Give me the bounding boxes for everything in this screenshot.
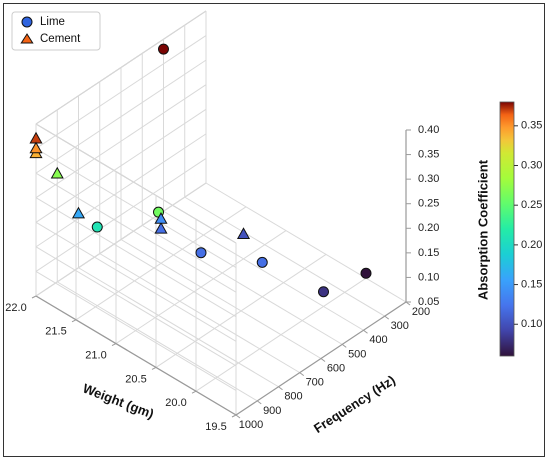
z-tick-label: 0.20 [418,222,439,234]
gridline-x [56,281,258,402]
y-tick-mark [111,343,117,347]
x-tick-mark [384,315,390,320]
colorbar-tick-label: 0.30 [521,159,542,171]
gridline-x [163,210,364,331]
colorbar-tick-label: 0.25 [521,199,542,211]
y-tick-label: 20.5 [125,373,146,385]
x-tick-label: 900 [263,405,281,417]
gridline-z [35,221,237,342]
data-point-lime [318,286,329,298]
gridline-x [99,253,301,374]
legend-label-cement: Cement [40,33,81,45]
x-tick-label: 600 [327,362,345,374]
legend-box [11,11,101,51]
y-tick-mark [191,390,197,394]
x-tick-mark [320,358,326,362]
gridline-x [78,267,279,388]
gridline-z [35,10,207,125]
gridline-z [35,123,237,244]
z-tick-label: 0.05 [418,296,439,308]
gridline-y [195,277,367,392]
gridline-z [35,59,207,174]
colorbar-tick-label: 0.35 [521,120,542,132]
x-tick-label: 300 [391,320,409,332]
gridline-z [35,84,207,199]
x-tick-mark [363,329,368,334]
y-tick-label: 20.0 [165,397,186,409]
x-tick-label: 500 [348,348,366,360]
gridline-z [35,133,207,248]
y-tick-mark [71,319,77,323]
data-point-cement [236,227,251,239]
legend-label-lime: Lime [40,16,65,28]
gridline-x [184,196,386,317]
gridline-x [205,182,407,303]
colorbar-tick-label: 0.10 [521,318,542,330]
data-point-lime [158,43,169,55]
x-tick-label: 200 [412,306,430,318]
gridline-z [35,246,237,367]
gridline-z [35,270,237,391]
z-tick-label: 0.40 [418,124,439,136]
y-tick-label: 21.0 [85,350,106,362]
data-point-cement [71,206,86,219]
data-point-cement [29,141,43,154]
x-axis-title: Frequency (Hz) [311,372,398,436]
x-tick-mark [278,386,283,391]
data-point-cement [50,166,64,179]
y-tick-label: 19.5 [205,421,226,433]
colorbar-tick-label: 0.20 [521,239,542,251]
z-tick-label: 0.35 [418,148,439,160]
y-tick-mark [231,414,237,418]
gridline-z [35,197,237,318]
x-tick-mark [235,414,241,419]
x-tick-label: 1000 [239,419,263,431]
colorbar-label: Absorption Coefficient [475,159,490,300]
y-tick-mark [151,366,157,370]
y-axis-title: Weight (gm) [81,381,156,422]
gridline-z [35,182,207,297]
data-point-lime [91,221,103,233]
x-tick-mark [256,400,262,405]
gridline-z [35,158,207,272]
data-point-cement [154,212,168,224]
y-tick-label: 21.5 [45,326,66,338]
data-point-cement [29,131,43,144]
legend-marker-cement [20,33,34,44]
gridline-y [155,253,327,368]
data-point-cement [154,221,168,234]
z-tick-label: 0.15 [418,247,439,259]
gridline-y [75,206,247,321]
y-tick-mark [31,295,37,299]
gridline-y [115,230,287,345]
z-tick-label: 0.10 [418,271,439,283]
data-point-lime [360,267,372,279]
y-axis-line [35,295,237,416]
y-tick-label: 22.0 [5,302,26,314]
x-tick-mark [299,372,305,377]
data-point-lime [195,247,207,259]
gridline-x [141,224,343,345]
z-tick-label: 0.30 [418,173,439,185]
gridline-z [35,172,237,293]
x-tick-label: 400 [369,334,387,346]
legend-marker-lime [21,16,33,28]
colorbar [499,101,515,357]
gridline-z [35,108,207,223]
gridline-x [120,239,322,359]
z-tick-label: 0.25 [418,198,439,210]
x-tick-label: 700 [306,377,324,389]
x-tick-mark [341,343,347,348]
x-tick-label: 800 [284,391,302,403]
data-point-lime [256,256,268,268]
colorbar-tick-label: 0.15 [521,278,542,290]
gridline-z [35,35,207,149]
